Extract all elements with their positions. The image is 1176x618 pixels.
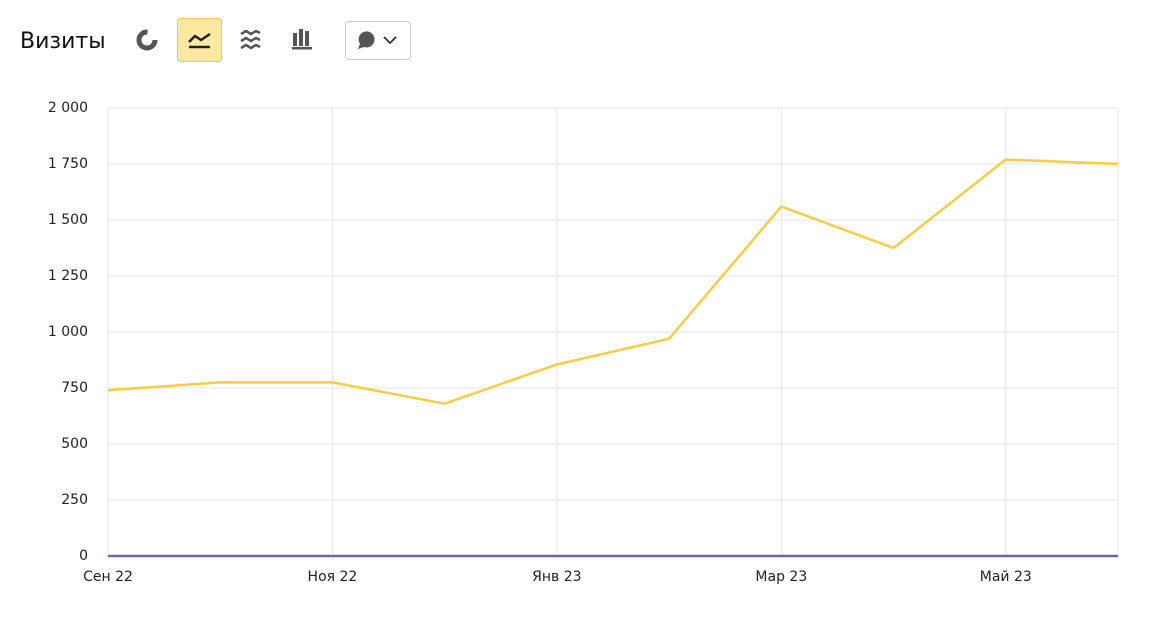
bar-chart-button[interactable] [292, 29, 312, 50]
y-tick-label: 1 250 [48, 268, 88, 284]
chevron-icon [383, 36, 397, 45]
annotations-dropdown[interactable] [345, 21, 411, 60]
area-chart-button[interactable] [240, 29, 261, 50]
bar-icon [293, 33, 297, 46]
chart-title: Визиты [20, 29, 106, 54]
area-icon [240, 36, 261, 43]
area-icon [240, 29, 261, 36]
y-tick-label: 0 [79, 548, 88, 564]
y-tick-label: 1 750 [48, 156, 88, 172]
y-tick-label: 500 [61, 436, 88, 452]
x-tick-label: Янв 23 [532, 569, 581, 585]
line-chart-button[interactable] [177, 18, 222, 62]
pie-chart-button[interactable] [136, 29, 158, 51]
comment-icon [358, 31, 375, 49]
series-line [107, 158, 1119, 405]
dropdown-bg [345, 21, 411, 60]
bar-icon [305, 31, 309, 46]
bar-icon [299, 29, 303, 46]
line-icon [188, 32, 211, 43]
x-tick-label: Май 23 [980, 569, 1032, 585]
pie-icon [136, 29, 158, 51]
area-icon [240, 43, 261, 50]
y-tick-label: 750 [61, 380, 88, 396]
bar-icon [292, 47, 312, 50]
y-tick-label: 1 500 [48, 212, 88, 228]
x-tick-label: Мар 23 [755, 569, 807, 585]
y-tick-label: 2 000 [48, 100, 88, 116]
x-tick-label: Сен 22 [83, 569, 133, 585]
x-tick-label: Ноя 22 [308, 569, 358, 585]
y-tick-label: 1 000 [48, 324, 88, 340]
y-tick-label: 250 [61, 492, 88, 508]
